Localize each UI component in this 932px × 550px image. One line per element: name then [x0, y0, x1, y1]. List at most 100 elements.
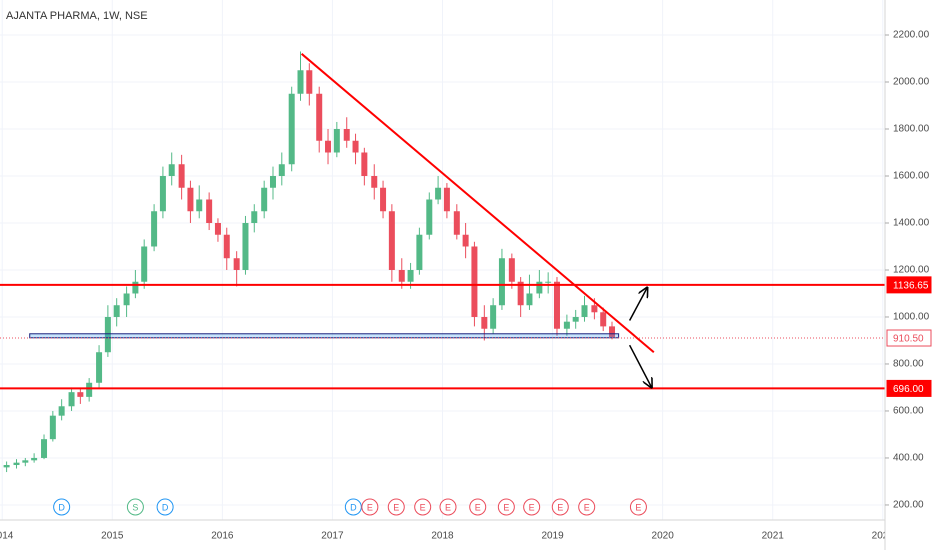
candle-body [251, 211, 258, 223]
candle-body [306, 70, 313, 94]
candle-body [609, 326, 616, 337]
candle-body [132, 281, 139, 294]
candle-body [96, 352, 103, 383]
candle-body [49, 415, 56, 440]
x-tick-label: 2018 [431, 531, 454, 542]
candle-body [278, 164, 285, 176]
candle-body [261, 187, 268, 212]
event-marker [578, 498, 596, 516]
candle-body [86, 382, 93, 397]
candle-body [77, 392, 84, 397]
price-tag-label: 910.50 [893, 334, 924, 345]
candle-body [223, 234, 230, 259]
event-marker [414, 498, 432, 516]
price-tag [886, 276, 932, 294]
candle-body [536, 281, 543, 294]
candle-body [113, 305, 120, 317]
candle-body [416, 234, 423, 270]
support-band [29, 333, 620, 339]
price-tag-label: 1136.65 [893, 281, 929, 292]
candle-body [553, 281, 560, 329]
candle-body [233, 258, 240, 270]
candle-body [545, 281, 552, 283]
event-label: E [420, 502, 426, 512]
event-marker [387, 498, 405, 516]
candle-body [151, 211, 158, 247]
event-marker [551, 498, 569, 516]
event-label: E [393, 502, 399, 512]
y-tick-label: 1200.00 [893, 265, 930, 276]
candle-body [316, 93, 323, 141]
trend-line [300, 53, 655, 353]
candle-body [380, 187, 387, 212]
candle-body [462, 234, 469, 247]
arrow [628, 344, 652, 387]
candle-body [214, 222, 221, 235]
candle-body [3, 465, 10, 468]
y-tick-label: 1800.00 [893, 124, 930, 135]
y-tick-label: 1600.00 [893, 171, 930, 182]
candle-body [343, 129, 350, 141]
candle-body [352, 140, 359, 153]
candle-body [481, 316, 488, 329]
event-marker [523, 498, 541, 516]
event-label: D [162, 502, 169, 512]
y-tick-label: 2200.00 [893, 30, 930, 41]
candle-body [196, 199, 203, 212]
candle-body [490, 305, 497, 329]
candle-body [361, 152, 368, 176]
event-label: E [475, 502, 481, 512]
event-label: E [635, 502, 641, 512]
event-marker [344, 498, 362, 516]
y-tick-label: 1400.00 [893, 218, 930, 229]
candle-body [41, 439, 48, 458]
candle-body [297, 70, 304, 94]
candle-body [168, 164, 175, 176]
price-tag [886, 329, 932, 347]
x-tick-label: 2014 [0, 531, 14, 542]
candle-body [123, 293, 130, 306]
candle-body [22, 460, 29, 463]
candle-body [187, 187, 194, 212]
x-tick-label: 2015 [101, 531, 124, 542]
candle-body [581, 305, 588, 317]
candle-body [517, 281, 524, 306]
candle-body [288, 93, 295, 165]
candle-body [13, 462, 20, 466]
y-tick-label: 600.00 [893, 406, 924, 417]
y-tick-label: 200.00 [893, 500, 924, 511]
candle-body [435, 187, 442, 200]
event-marker [53, 498, 71, 516]
x-tick-label: 2020 [652, 531, 675, 542]
candle-body [141, 246, 148, 282]
x-tick-label: 2016 [211, 531, 234, 542]
candle-body [31, 457, 38, 461]
event-label: S [132, 502, 138, 512]
candle-body [563, 321, 570, 329]
event-label: E [557, 502, 563, 512]
event-marker [439, 498, 457, 516]
chart-title: AJANTA PHARMA, 1W, NSE [6, 10, 148, 22]
candle-body [178, 164, 185, 188]
event-label: E [529, 502, 535, 512]
candle-body [325, 140, 332, 153]
candle-body [600, 312, 607, 327]
event-marker [126, 498, 144, 516]
event-label: E [445, 502, 451, 512]
event-label: D [58, 502, 65, 512]
event-marker [361, 498, 379, 516]
candle-body [591, 305, 598, 313]
candle-body [371, 175, 378, 188]
candle-body [508, 258, 515, 282]
candle-body [453, 211, 460, 235]
candle-body [526, 293, 533, 306]
x-tick-label: 2019 [541, 531, 564, 542]
x-tick-label: 2021 [762, 531, 785, 542]
price-axis [885, 0, 932, 550]
candle-body [471, 246, 478, 317]
y-tick-label: 2000.00 [893, 77, 930, 88]
arrow [628, 288, 648, 321]
candle-body [388, 211, 395, 270]
